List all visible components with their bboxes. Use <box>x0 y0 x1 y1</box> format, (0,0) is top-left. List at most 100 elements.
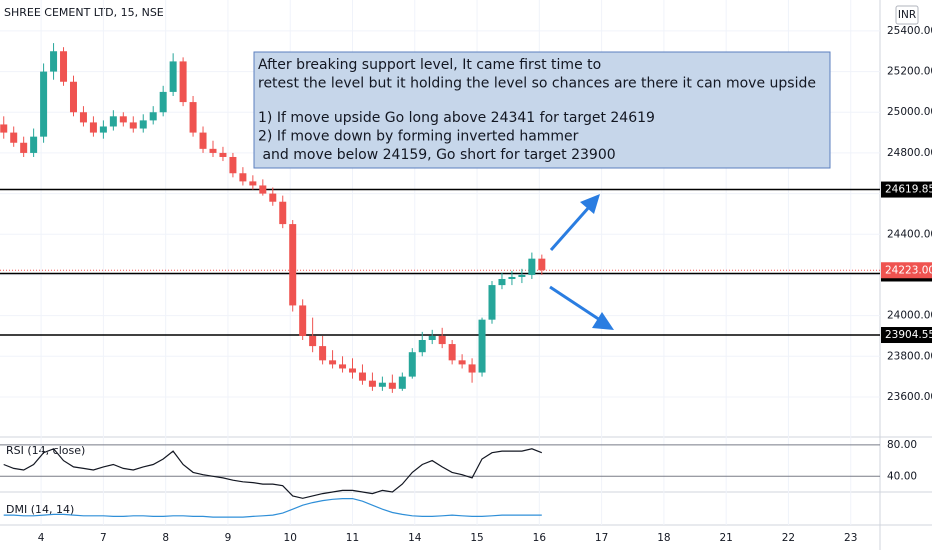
candle-body <box>60 51 68 82</box>
rsi-line <box>3 448 543 499</box>
annotation-line: 2) If move down by forming inverted hamm… <box>258 129 579 145</box>
candle-body <box>468 364 476 373</box>
candle-body <box>358 372 366 381</box>
candle-body <box>269 193 277 202</box>
candle-body <box>249 181 257 186</box>
candle-body <box>79 112 87 123</box>
candle-body <box>20 142 28 153</box>
x-tick-label: 7 <box>100 532 107 544</box>
candle-body <box>528 258 536 275</box>
candle-body <box>279 201 287 225</box>
x-tick-label: 15 <box>470 532 483 544</box>
y-tick-label: 23800.00 <box>887 350 932 362</box>
candle-body <box>149 112 157 121</box>
candle-body <box>378 382 386 387</box>
x-tick-label: 10 <box>284 532 297 544</box>
y-tick-label: 24800.00 <box>887 147 932 159</box>
level-label: 24619.85 <box>885 184 932 196</box>
candle-body <box>219 152 227 157</box>
candle-body <box>538 258 546 271</box>
x-tick-label: 4 <box>38 532 45 544</box>
candle-body <box>109 116 117 127</box>
last-price-box <box>881 262 932 279</box>
x-tick-label: 22 <box>782 532 795 544</box>
candle-body <box>508 276 516 279</box>
candle-body <box>309 335 317 347</box>
dmi-line <box>3 498 542 518</box>
candle-body <box>259 185 267 194</box>
rsi-label: RSI (14, close) <box>6 444 85 457</box>
rsi-tick-label: 40.00 <box>887 470 917 482</box>
x-tick-label: 18 <box>657 532 670 544</box>
x-tick-label: 23 <box>844 532 857 544</box>
y-tick-label: 24000.00 <box>887 310 932 322</box>
candle-body <box>189 102 197 133</box>
candle-body <box>159 91 167 113</box>
rsi-tick-label: 80.00 <box>887 439 917 451</box>
y-tick-label: 23600.00 <box>887 391 932 403</box>
x-tick-label: 16 <box>533 532 547 544</box>
candle-body <box>129 122 137 129</box>
candle-body <box>89 122 97 133</box>
candle-body <box>229 156 237 174</box>
candle-body <box>458 360 466 365</box>
candle-body <box>30 136 38 153</box>
candle-body <box>169 61 177 92</box>
level-label: 23904.55 <box>885 329 932 341</box>
candle-body <box>408 352 416 377</box>
candle-body <box>10 132 18 143</box>
arrow-up <box>549 194 600 251</box>
candle-body <box>289 224 297 306</box>
candle-body <box>518 274 526 277</box>
y-tick-label: 24400.00 <box>887 228 932 240</box>
currency: INR <box>898 9 916 21</box>
candle-body <box>488 285 496 320</box>
candle-body <box>348 368 356 373</box>
x-tick-label: 9 <box>225 532 232 544</box>
x-tick-label: 14 <box>408 532 422 544</box>
arrow-down <box>549 285 614 330</box>
candle-body <box>448 344 456 361</box>
candle-body <box>209 148 217 153</box>
candle-body <box>428 335 436 341</box>
candle-body <box>69 81 77 113</box>
candle-body <box>368 380 376 387</box>
candle-body <box>339 364 347 369</box>
x-tick-label: 8 <box>162 532 169 544</box>
candle-body <box>398 376 406 389</box>
candle-body <box>299 305 307 336</box>
x-tick-label: 11 <box>346 532 359 544</box>
currency-box[interactable] <box>895 5 919 25</box>
candle-body <box>179 61 187 103</box>
annotation-line: retest the level but it holding the leve… <box>258 76 816 92</box>
annotation-line: 1) If move upside Go long above 24341 fo… <box>258 110 655 126</box>
x-tick-label: 17 <box>595 532 608 544</box>
level-label-box <box>881 327 932 344</box>
level-label-box <box>881 181 932 198</box>
y-tick-label: 25200.00 <box>887 66 932 78</box>
candle-body <box>329 360 337 365</box>
candle-body <box>438 335 446 345</box>
candle-body <box>99 126 107 133</box>
candle-body <box>119 116 127 123</box>
candle-body <box>418 340 426 353</box>
candle-body <box>498 278 506 286</box>
annotation-line: After breaking support level, It came fi… <box>258 57 601 73</box>
candle-body <box>199 132 207 149</box>
candle-body <box>239 173 247 182</box>
y-tick-label: 25400.00 <box>887 25 932 37</box>
candle-body <box>319 346 327 361</box>
candle-body <box>139 120 147 129</box>
annotation-box <box>253 51 831 169</box>
dmi-label: DMI (14, 14) <box>6 503 74 516</box>
last-price-label: 24223.00 <box>885 264 932 276</box>
annotation-line: and move below 24159, Go short for targe… <box>258 147 616 163</box>
candle-body <box>50 51 58 72</box>
candle-body <box>478 319 486 373</box>
candle-body <box>0 124 8 133</box>
chart-title: SHREE CEMENT LTD, 15, NSE <box>4 6 164 19</box>
candle-body <box>388 382 396 389</box>
y-tick-label: 25000.00 <box>887 106 932 118</box>
candle-body <box>40 71 48 137</box>
